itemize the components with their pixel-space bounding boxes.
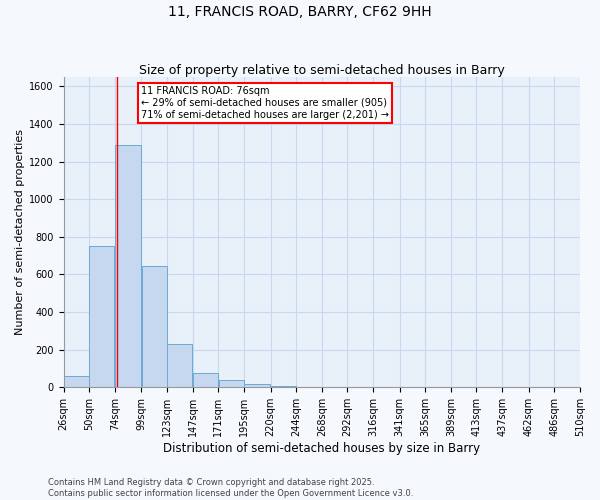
Bar — [64, 376, 89, 388]
Bar — [167, 344, 193, 388]
Bar — [193, 373, 218, 388]
Text: 11 FRANCIS ROAD: 76sqm
← 29% of semi-detached houses are smaller (905)
71% of se: 11 FRANCIS ROAD: 76sqm ← 29% of semi-det… — [141, 86, 389, 120]
Title: Size of property relative to semi-detached houses in Barry: Size of property relative to semi-detach… — [139, 64, 505, 77]
Bar — [89, 246, 115, 388]
X-axis label: Distribution of semi-detached houses by size in Barry: Distribution of semi-detached houses by … — [163, 442, 481, 455]
Bar — [271, 386, 296, 388]
Bar — [142, 266, 167, 388]
Bar — [244, 384, 270, 388]
Bar — [115, 144, 141, 388]
Y-axis label: Number of semi-detached properties: Number of semi-detached properties — [15, 129, 25, 335]
Text: 11, FRANCIS ROAD, BARRY, CF62 9HH: 11, FRANCIS ROAD, BARRY, CF62 9HH — [168, 5, 432, 19]
Text: Contains HM Land Registry data © Crown copyright and database right 2025.
Contai: Contains HM Land Registry data © Crown c… — [48, 478, 413, 498]
Bar — [218, 380, 244, 388]
